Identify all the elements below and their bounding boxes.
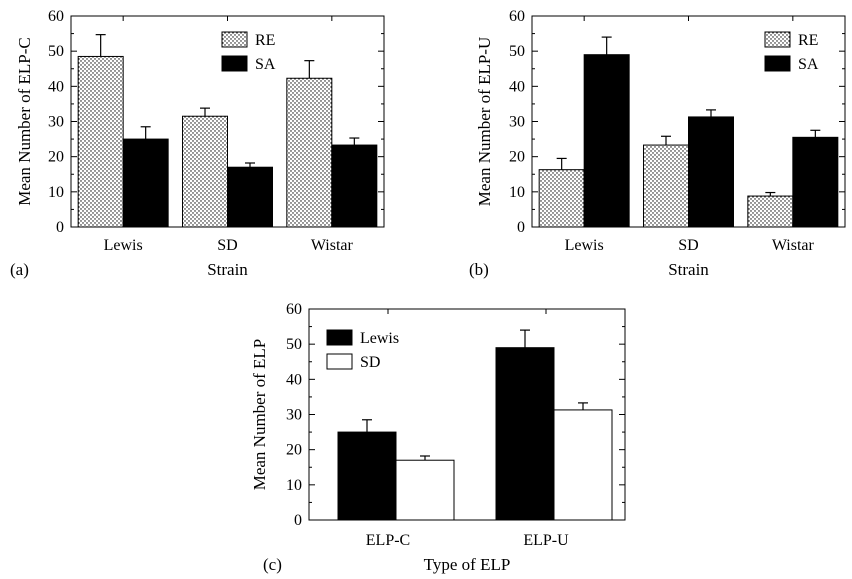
- y-tick-label: 10: [48, 184, 64, 201]
- bar-sd-elp-u: [553, 409, 613, 521]
- y-tick-label: 20: [48, 149, 64, 166]
- bar-sa-wistar: [792, 136, 839, 228]
- legend-label-re: RE: [798, 32, 818, 49]
- y-tick-label: 60: [509, 8, 525, 25]
- bar-sa-lewis: [122, 138, 169, 228]
- bar-re-lewis: [538, 169, 585, 228]
- x-axis-label: Strain: [668, 260, 709, 279]
- chart-panel-0: 0 10 20 30 40 50 60 Lewis SD Wistar Strain Mean Num…: [10, 8, 385, 279]
- x-tick-label: ELP-C: [366, 532, 410, 549]
- y-tick-label: 20: [509, 149, 525, 166]
- legend-label-sd: SD: [360, 354, 380, 371]
- bar-re-lewis: [77, 55, 124, 228]
- x-tick-label: Lewis: [565, 237, 604, 254]
- y-tick-label: 30: [48, 114, 64, 131]
- y-tick-label: 0: [56, 219, 64, 236]
- legend-swatch-re: [221, 31, 248, 48]
- y-tick-label: 40: [48, 78, 64, 95]
- x-tick-label: Lewis: [104, 237, 143, 254]
- bar-re-wistar: [286, 77, 333, 228]
- y-tick-label: 60: [48, 8, 64, 25]
- legend-swatch-sd: [326, 353, 353, 370]
- bar-re-sd: [182, 115, 228, 228]
- y-tick-label: 30: [509, 114, 525, 131]
- bar-sa-sd: [227, 166, 273, 228]
- x-tick-label: SD: [678, 237, 698, 254]
- legend-swatch-lewis: [326, 329, 353, 346]
- x-axis-label: Strain: [207, 260, 248, 279]
- legend-swatch-sa: [764, 55, 791, 72]
- panel-label: (a): [10, 260, 29, 279]
- y-tick-label: 50: [509, 43, 525, 60]
- y-axis-label: Mean Number of ELP-U: [475, 37, 494, 207]
- panel-label: (c): [263, 555, 282, 574]
- y-tick-label: 50: [286, 336, 302, 353]
- bar-re-wistar: [747, 195, 794, 228]
- y-tick-label: 20: [286, 442, 302, 459]
- y-tick-label: 40: [509, 78, 525, 95]
- x-tick-label: Wistar: [311, 237, 354, 254]
- y-tick-label: 10: [509, 184, 525, 201]
- y-tick-label: 60: [286, 301, 302, 318]
- legend-swatch-sa: [221, 55, 248, 72]
- bar-lewis-elp-c: [337, 431, 397, 521]
- y-axis-label: Mean Number of ELP-C: [15, 37, 34, 206]
- x-tick-label: Wistar: [772, 237, 815, 254]
- legend-label-sa: SA: [255, 56, 276, 73]
- chart-panel-2: 0 10 20 30 40 50 60 ELP-C ELP-U Type of ELP Mean N…: [250, 301, 626, 574]
- y-tick-label: 30: [286, 407, 302, 424]
- bar-sa-wistar: [331, 144, 378, 228]
- bar-lewis-elp-u: [495, 347, 555, 521]
- bar-sa-lewis: [583, 54, 630, 228]
- x-axis-label: Type of ELP: [424, 555, 511, 574]
- y-tick-label: 0: [294, 512, 302, 529]
- y-axis-label: Mean Number of ELP: [250, 339, 269, 491]
- bar-sd-elp-c: [395, 459, 455, 521]
- y-tick-label: 0: [517, 219, 525, 236]
- legend-label-sa: SA: [798, 56, 819, 73]
- bar-sa-sd: [688, 116, 734, 228]
- x-tick-label: SD: [217, 237, 237, 254]
- legend-label-lewis: Lewis: [360, 330, 399, 347]
- chart-panel-1: 0 10 20 30 40 50 60 Lewis SD Wistar Strain Mean Num…: [469, 8, 846, 279]
- y-tick-label: 50: [48, 43, 64, 60]
- x-tick-label: ELP-U: [523, 532, 569, 549]
- legend-swatch-re: [764, 31, 791, 48]
- panel-label: (b): [469, 260, 489, 279]
- legend-label-re: RE: [255, 32, 275, 49]
- y-tick-label: 10: [286, 477, 302, 494]
- y-tick-label: 40: [286, 371, 302, 388]
- bar-re-sd: [643, 144, 689, 228]
